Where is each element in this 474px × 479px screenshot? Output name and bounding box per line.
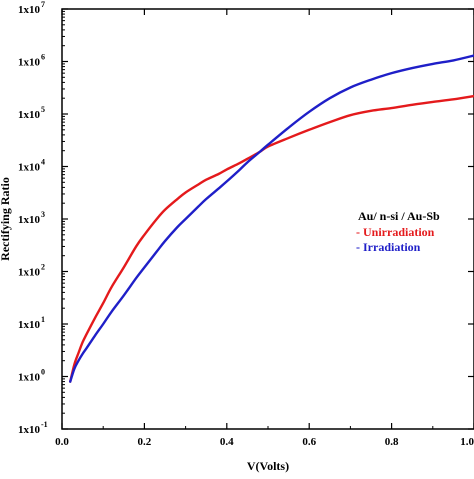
y-tick-label: 1x10 (18, 4, 41, 16)
y-tick-exponent: 6 (41, 53, 45, 62)
y-tick-label: 1x10 (18, 57, 41, 69)
legend: Au/ n-si / Au-Sb - Unirradiation - Irrad… (356, 209, 440, 254)
y-tick-label: 1x10 (18, 372, 41, 384)
x-tick-label: 0.2 (138, 436, 152, 448)
y-axis-label: Rectifying Ratio (0, 177, 12, 261)
y-tick-exponent: 5 (41, 105, 45, 114)
x-tick-label: 0.6 (302, 436, 316, 448)
y-tick-label: 1x10 (18, 162, 41, 174)
y-tick-exponent: -1 (41, 420, 48, 429)
y-tick-exponent: 0 (41, 368, 45, 377)
y-tick-label: 1x10 (18, 424, 41, 436)
y-tick-exponent: 4 (41, 158, 45, 167)
y-tick-label: 1x10 (18, 267, 41, 279)
series-layer (69, 54, 474, 383)
y-tick-exponent: 2 (41, 263, 45, 272)
x-axis: 0.0 0.2 0.4 0.6 0.8 1.0 (55, 9, 474, 448)
legend-item-unirradiation: - Unirradiation (356, 225, 435, 239)
series-line-unirradiation (69, 94, 474, 383)
series-line-irradiation (69, 54, 474, 383)
legend-item-irradiation: - Irradiation (356, 240, 421, 254)
y-tick-exponent: 3 (41, 210, 45, 219)
x-tick-label: 0.4 (220, 436, 234, 448)
x-tick-label: 1.0 (460, 436, 474, 448)
y-tick-exponent: 1 (41, 315, 45, 324)
y-tick-label: 1x10 (18, 109, 41, 121)
y-tick-label: 1x10 (18, 214, 41, 226)
y-tick-label: 1x10 (18, 319, 41, 331)
y-tick-exponent: 7 (41, 0, 45, 9)
x-tick-label: 0.8 (385, 436, 399, 448)
legend-title: Au/ n-si / Au-Sb (358, 209, 440, 223)
x-tick-label: 0.0 (55, 436, 69, 448)
x-axis-label: V(Volts) (247, 459, 289, 473)
